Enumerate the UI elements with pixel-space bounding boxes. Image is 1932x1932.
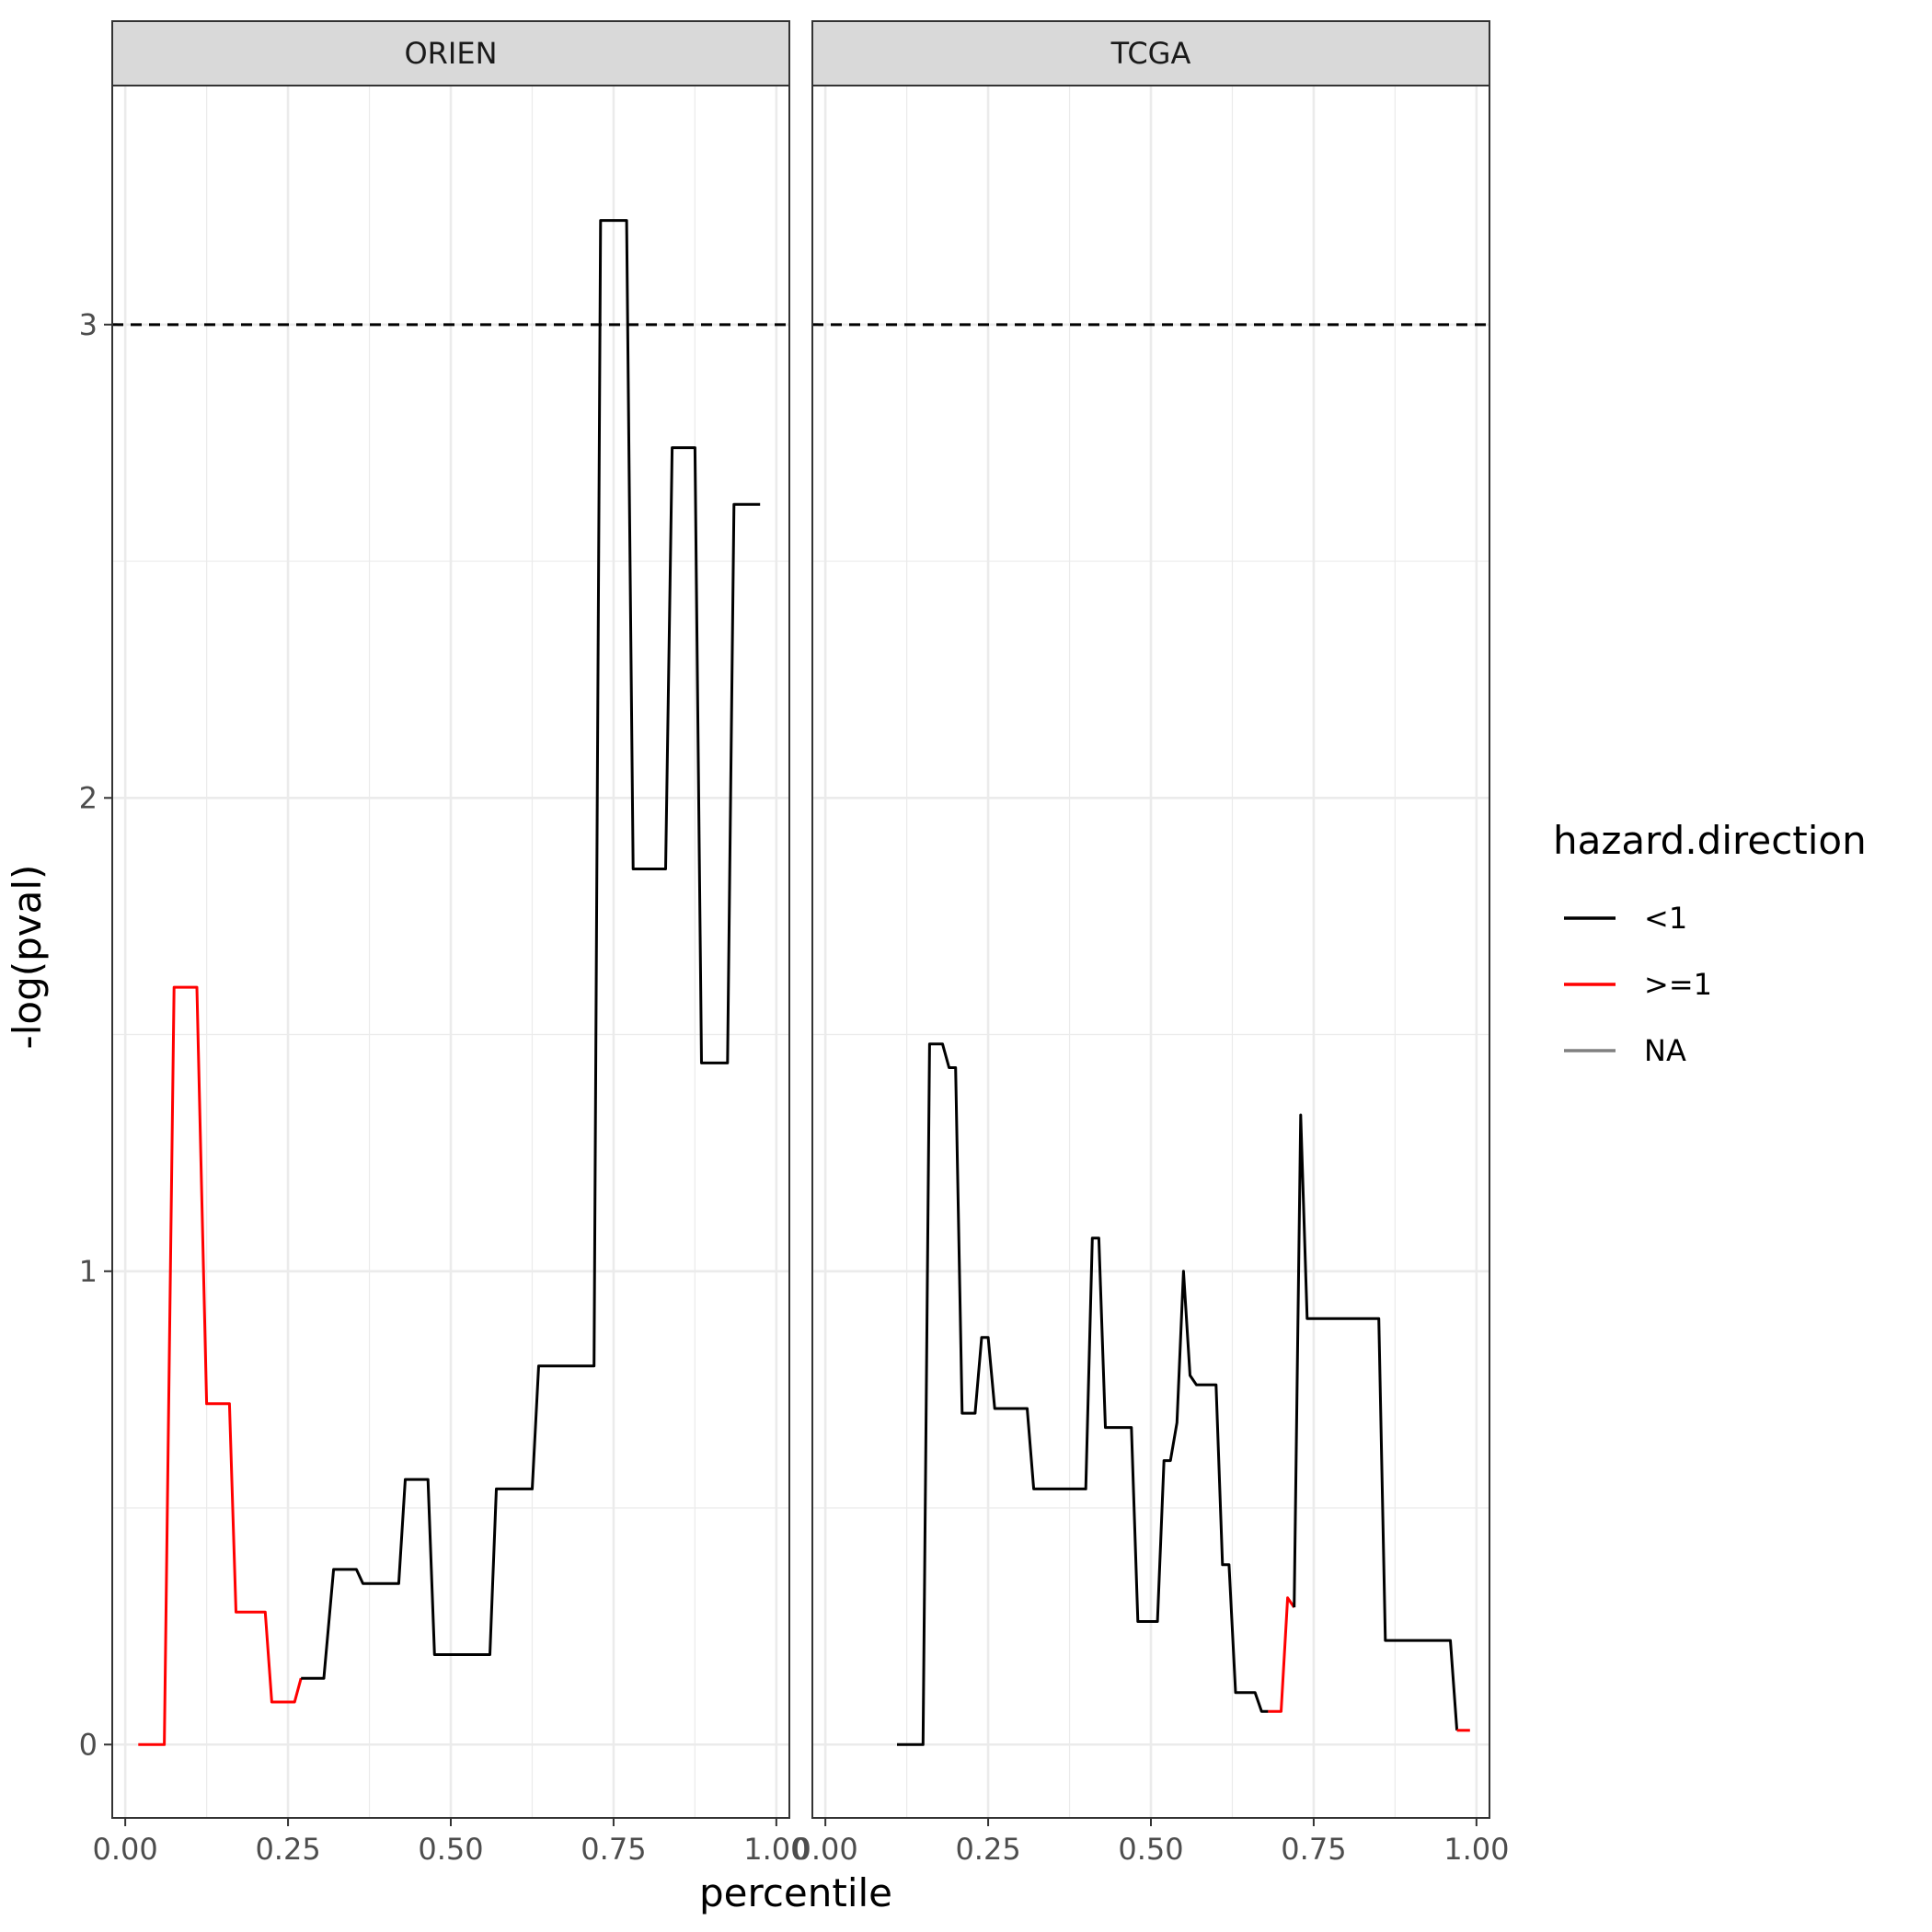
x-tick-label: 0.75 (1281, 1832, 1346, 1867)
legend-entries: <1 >=1 NA (1564, 901, 1712, 1068)
x-tick-label: 0.00 (93, 1832, 158, 1867)
series-line-ge1 (1268, 1596, 1295, 1713)
x-tick-label: 0.50 (1118, 1832, 1183, 1867)
series-line-lt1 (301, 219, 761, 1680)
legend-title: hazard.direction (1553, 818, 1867, 863)
legend-label: NA (1644, 1033, 1686, 1068)
legend: hazard.direction <1 >=1 NA (1553, 818, 1867, 1068)
legend-entry: <1 (1564, 901, 1687, 936)
series-line-ge1 (138, 985, 303, 1746)
y-tick-label: 3 (79, 307, 98, 342)
legend-label: <1 (1644, 901, 1687, 936)
series-line-lt1 (1293, 1113, 1459, 1731)
panel-orien: ORIEN 0.00 0.25 0.50 0.75 1.00 0 1 2 3 (79, 20, 809, 1867)
x-tick-label: 0.25 (955, 1832, 1020, 1867)
x-tick-label: 1.00 (743, 1832, 809, 1867)
y-axis-title: -log(pval) (5, 865, 50, 1050)
y-tick-label: 0 (79, 1727, 98, 1762)
series-line-lt1 (897, 1042, 1269, 1746)
facet-strip-label: ORIEN (404, 36, 497, 71)
x-tick-label: 0.25 (255, 1832, 320, 1867)
x-axis-title: percentile (699, 1870, 892, 1915)
x-tick-label: 0.75 (581, 1832, 646, 1867)
legend-label: >=1 (1644, 967, 1712, 1002)
panels-layer: ORIEN 0.00 0.25 0.50 0.75 1.00 0 1 2 3 TCGA 0.00 0.2… (79, 20, 1509, 1867)
legend-entry: >=1 (1564, 967, 1712, 1002)
y-tick-label: 1 (79, 1254, 98, 1289)
facet-strip (111, 20, 790, 86)
x-tick-label: 1.00 (1443, 1832, 1509, 1867)
x-tick-label: 0.50 (418, 1832, 483, 1867)
x-tick-label: 0.00 (793, 1832, 858, 1867)
legend-entry: NA (1564, 1033, 1686, 1068)
facet-strip-label: TCGA (1110, 36, 1191, 71)
panel-tcga: TCGA 0.00 0.25 0.50 0.75 1.00 (793, 20, 1509, 1867)
y-tick-label: 2 (79, 780, 98, 815)
facet-strip (811, 20, 1490, 86)
